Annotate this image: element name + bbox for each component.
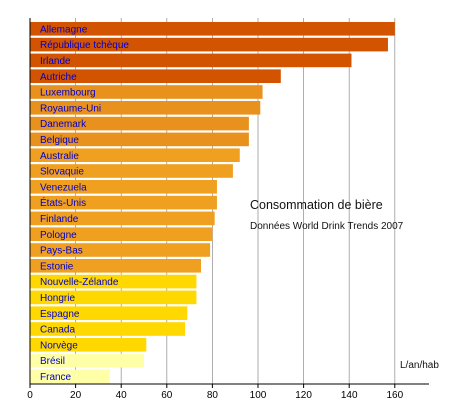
- category-label: États-Unis: [40, 196, 86, 209]
- bar: [30, 37, 388, 52]
- category-label: Belgique: [40, 135, 79, 146]
- category-label: Autriche: [40, 72, 77, 83]
- bar: [30, 274, 197, 289]
- category-labels: Allemagne République tchèque Irlande Autric…: [40, 24, 129, 383]
- bar: [30, 243, 211, 257]
- category-label: Brésil: [40, 356, 65, 367]
- chart-subtitle: Données World Drink Trends 2007: [250, 221, 404, 232]
- category-label: Norvège: [40, 340, 78, 351]
- x-tick-label: 80: [207, 390, 219, 400]
- x-axis: 0 20 40 60 80 100 120 140 160: [27, 18, 429, 400]
- category-label: Slovaquie: [40, 167, 84, 178]
- category-label: Irlande: [40, 56, 71, 67]
- x-tick-label: 140: [341, 390, 358, 400]
- x-tick-label: 100: [250, 390, 267, 400]
- bar: [30, 22, 395, 36]
- bar: [30, 195, 217, 210]
- bar: [30, 53, 352, 68]
- bars: [30, 22, 395, 384]
- category-label: France: [40, 372, 72, 383]
- category-label: Luxembourg: [40, 88, 96, 99]
- bar: [30, 306, 188, 320]
- bar: [30, 85, 263, 99]
- category-label: Venezuela: [40, 182, 87, 193]
- bar: [30, 353, 144, 368]
- chart-title: Consommation de bière: [250, 198, 383, 212]
- bar: [30, 322, 186, 336]
- bar: [30, 101, 261, 115]
- category-label: Allemagne: [40, 24, 88, 35]
- bar: [30, 369, 110, 384]
- x-tick-label: 60: [161, 390, 173, 400]
- bar: [30, 164, 233, 178]
- x-tick-label: 20: [70, 390, 82, 400]
- bar: [30, 227, 213, 241]
- bar: [30, 148, 240, 162]
- category-label: Pays-Bas: [40, 246, 83, 257]
- x-tick-label: 40: [116, 390, 128, 400]
- bar: [30, 132, 249, 147]
- category-label: Estonie: [40, 261, 74, 272]
- bar: [30, 211, 215, 226]
- bar: [30, 116, 249, 131]
- category-label: Australie: [40, 151, 79, 162]
- bar: [30, 180, 217, 194]
- x-axis-unit-label: L/an/hab: [400, 360, 439, 371]
- category-label: Hongrie: [40, 293, 75, 304]
- x-tick-label: 160: [386, 390, 403, 400]
- bar: [30, 69, 281, 83]
- x-tick-label: 120: [295, 390, 312, 400]
- category-label: Espagne: [40, 309, 80, 320]
- bar: [30, 338, 147, 352]
- bar: [30, 290, 197, 305]
- category-label: Canada: [40, 325, 75, 336]
- bar: [30, 259, 201, 273]
- category-label: République tchèque: [40, 40, 129, 51]
- category-label: Pologne: [40, 230, 77, 241]
- category-label: Danemark: [40, 119, 87, 130]
- x-tick-label: 0: [27, 390, 33, 400]
- category-label: Nouvelle-Zélande: [40, 277, 119, 288]
- category-label: Royaume-Uni: [40, 103, 101, 114]
- category-label: Finlande: [40, 214, 79, 225]
